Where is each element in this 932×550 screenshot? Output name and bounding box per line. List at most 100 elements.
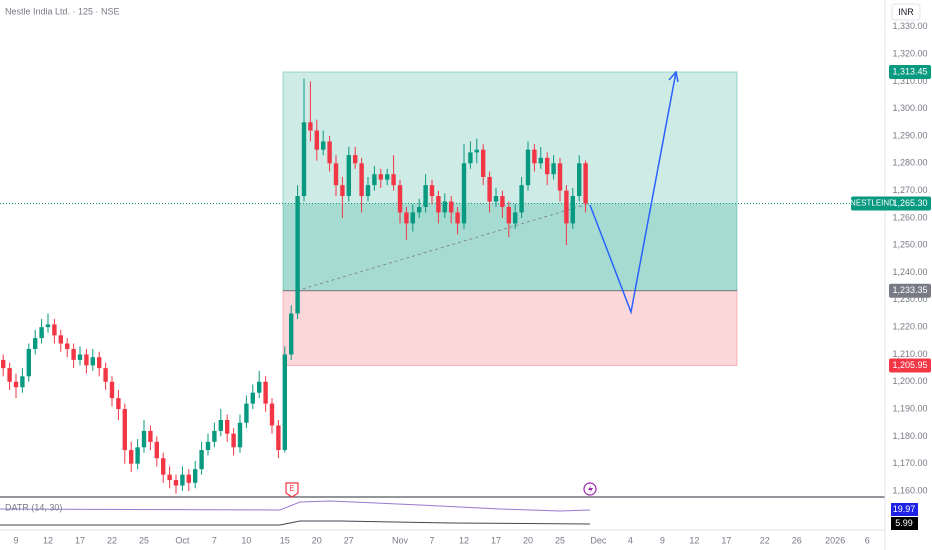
y-tick-label: 1,230.00 bbox=[892, 294, 927, 304]
candle-body bbox=[519, 185, 524, 213]
y-tick-label: 1,180.00 bbox=[892, 431, 927, 441]
x-tick-label: Dec bbox=[590, 535, 607, 545]
candle-body bbox=[77, 354, 83, 360]
candle-body bbox=[244, 403, 249, 423]
y-tick-label: 1,330.00 bbox=[892, 21, 927, 31]
candle-body bbox=[26, 348, 31, 377]
candle-body bbox=[506, 206, 511, 224]
candle-body bbox=[148, 430, 153, 442]
y-tick-label: 1,290.00 bbox=[892, 130, 927, 140]
candle-body bbox=[231, 433, 236, 448]
candle-body bbox=[557, 163, 563, 191]
candle-body bbox=[378, 174, 383, 180]
candle-body bbox=[116, 398, 121, 410]
candle-body bbox=[391, 174, 396, 186]
currency-label: INR bbox=[898, 7, 914, 17]
x-tick-label: 2026 bbox=[825, 535, 845, 545]
candle-body bbox=[525, 149, 531, 186]
candle-body bbox=[58, 335, 63, 344]
y-tick-label: 1,240.00 bbox=[892, 267, 927, 277]
candle-body bbox=[301, 122, 307, 197]
candle-body bbox=[423, 185, 428, 207]
x-tick-label: 27 bbox=[344, 535, 354, 545]
x-tick-label: Oct bbox=[175, 535, 190, 545]
candle-body bbox=[173, 480, 179, 486]
target-price-label-box bbox=[889, 64, 931, 79]
candle-body bbox=[346, 155, 351, 197]
candle-body bbox=[263, 381, 268, 404]
chart-title: Nestle India Ltd. · 125 · NSE bbox=[5, 6, 120, 16]
candle-body bbox=[308, 122, 313, 131]
target-price-label: 1,313.45 bbox=[892, 66, 927, 76]
dividend-icon-glyph bbox=[588, 485, 593, 493]
candle-body bbox=[180, 474, 185, 486]
candle-body bbox=[359, 163, 364, 197]
indicator-value-box bbox=[891, 517, 918, 530]
candle-body bbox=[65, 343, 70, 349]
x-tick-label: 17 bbox=[491, 535, 501, 545]
stop-price-label-box bbox=[889, 358, 931, 373]
candle-body bbox=[468, 152, 473, 164]
x-tick-label: 10 bbox=[241, 535, 251, 545]
candle-body bbox=[583, 163, 588, 204]
candle-body bbox=[385, 174, 390, 180]
candle-body bbox=[212, 430, 217, 442]
candle-body bbox=[545, 157, 550, 175]
target-zone bbox=[282, 71, 738, 292]
indicator-line bbox=[0, 520, 591, 526]
candle-body bbox=[481, 149, 486, 177]
y-tick-label: 1,310.00 bbox=[892, 76, 927, 86]
last-price-label: 1,265.30 bbox=[892, 198, 927, 208]
candle-body bbox=[129, 450, 134, 464]
x-tick-label: 17 bbox=[75, 535, 85, 545]
candle-body bbox=[493, 196, 499, 202]
candle-body bbox=[429, 185, 435, 197]
y-tick-label: 1,170.00 bbox=[892, 458, 927, 468]
x-tick-label: 22 bbox=[107, 535, 117, 545]
candle-body bbox=[97, 357, 102, 369]
overlay bbox=[589, 70, 679, 315]
currency-button[interactable] bbox=[891, 3, 921, 21]
candle-body bbox=[282, 354, 287, 451]
y-tick-label: 1,190.00 bbox=[892, 403, 927, 413]
y-tick-label: 1,270.00 bbox=[892, 185, 927, 195]
x-tick-label: 9 bbox=[660, 535, 665, 545]
candle-body bbox=[436, 196, 441, 213]
y-tick-label: 1,250.00 bbox=[892, 240, 927, 250]
x-tick-label: 20 bbox=[312, 535, 322, 545]
indicator-line bbox=[0, 500, 591, 512]
entry-price-label: 1,233.35 bbox=[892, 285, 927, 295]
y-tick-label: 1,200.00 bbox=[892, 376, 927, 386]
candle-body bbox=[199, 450, 204, 470]
candle-body bbox=[71, 348, 76, 360]
candle-body bbox=[45, 324, 51, 328]
candle-body bbox=[84, 354, 89, 366]
stop-price-label: 1,205.95 bbox=[892, 360, 927, 370]
x-tick-label: 17 bbox=[721, 535, 731, 545]
candle-body bbox=[372, 174, 377, 186]
axes: 1,160.00 1,170.00 1,180.00 1,190.00 1,200.00… bbox=[13, 21, 931, 545]
candle-body bbox=[52, 324, 57, 336]
y-tick-label: 1,320.00 bbox=[892, 48, 927, 58]
candle-body bbox=[122, 409, 127, 451]
candle-body bbox=[250, 392, 255, 404]
candle-body bbox=[7, 368, 12, 382]
candle-body bbox=[1, 359, 6, 369]
candle-body bbox=[39, 327, 44, 339]
earnings-icon[interactable] bbox=[285, 482, 299, 498]
candle-body bbox=[353, 155, 358, 164]
x-tick-label: 26 bbox=[792, 535, 802, 545]
candle-body bbox=[141, 430, 147, 448]
x-tick-label: 25 bbox=[139, 535, 149, 545]
x-tick-label: 15 bbox=[280, 535, 290, 545]
candle-body bbox=[442, 201, 447, 213]
y-tick-label: 1,220.00 bbox=[892, 322, 927, 332]
candle-body bbox=[186, 474, 191, 483]
candle-body bbox=[327, 141, 332, 164]
projection-arrowhead bbox=[668, 70, 679, 83]
candle-body bbox=[513, 212, 518, 224]
x-tick-label: 20 bbox=[523, 535, 533, 545]
candle-body bbox=[225, 419, 230, 434]
